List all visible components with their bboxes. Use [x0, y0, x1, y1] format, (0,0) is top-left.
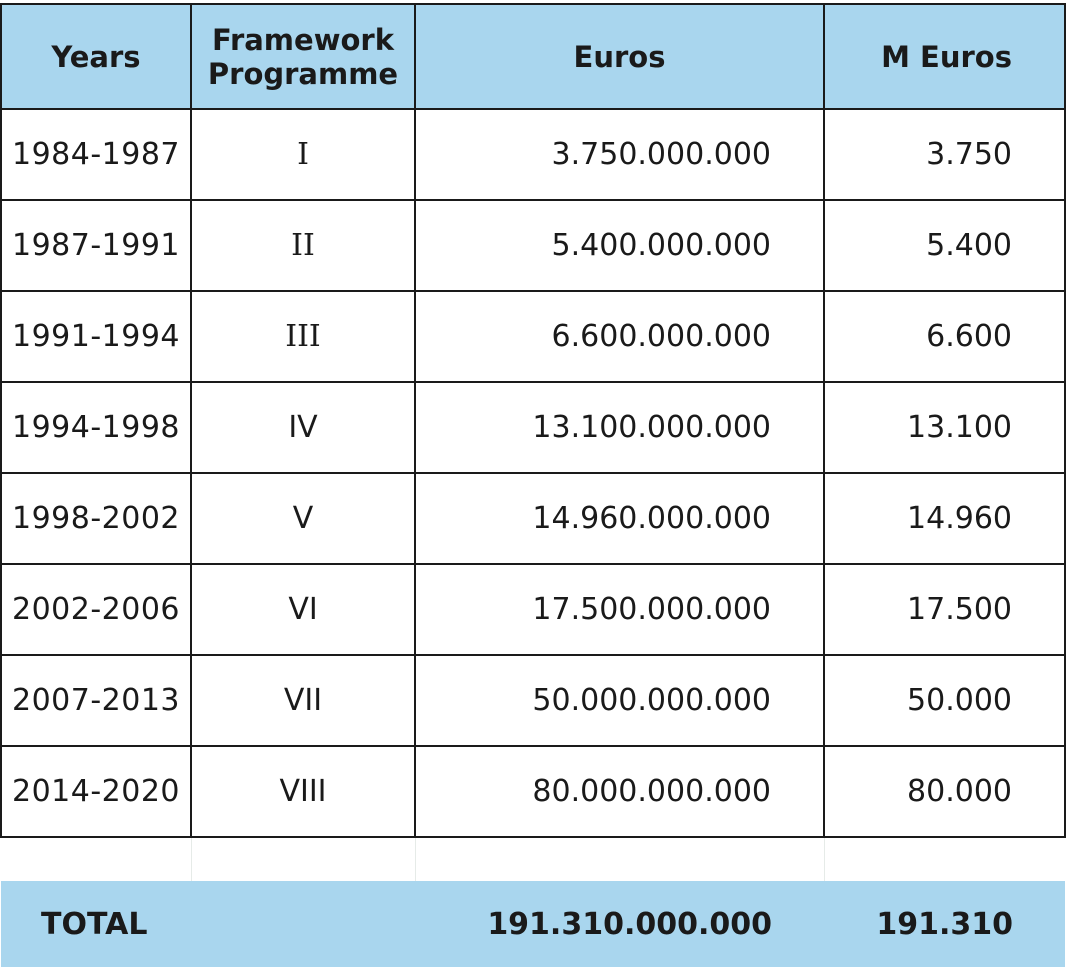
cell-m-euros: 14.960	[823, 472, 1066, 565]
total-row: TOTAL 191.310.000.000 191.310	[1, 881, 1065, 967]
cell-programme: VIII	[190, 745, 416, 838]
table-row: 1994-1998 IV 13.100.000.000 13.100	[0, 381, 1066, 474]
cell-years: 2002-2006	[0, 563, 192, 656]
cell-m-euros: 80.000	[823, 745, 1066, 838]
cell-m-euros: 17.500	[823, 563, 1066, 656]
header-years: Years	[0, 3, 192, 110]
empty-cell	[414, 836, 825, 881]
header-m-euros: M Euros	[823, 3, 1066, 110]
table-row: 2014-2020 VIII 80.000.000.000 80.000	[0, 745, 1066, 838]
cell-years: 1984-1987	[0, 108, 192, 201]
header-framework-programme: Framework Programme	[190, 3, 416, 110]
cell-m-euros: 50.000	[823, 654, 1066, 747]
cell-programme: IV	[190, 381, 416, 474]
cell-programme: II	[190, 199, 416, 292]
framework-funding-table: Years Framework Programme Euros M Euros …	[0, 3, 1066, 967]
cell-euros: 13.100.000.000	[414, 381, 825, 474]
header-euros: Euros	[414, 3, 825, 110]
cell-years: 1987-1991	[0, 199, 192, 292]
table-row: 2002-2006 VI 17.500.000.000 17.500	[0, 563, 1066, 656]
empty-cell	[1, 836, 192, 881]
total-euros: 191.310.000.000	[415, 881, 824, 967]
cell-m-euros: 3.750	[823, 108, 1066, 201]
total-label: TOTAL	[1, 881, 191, 967]
cell-euros: 5.400.000.000	[414, 199, 825, 292]
header-framework-line2: Programme	[207, 56, 399, 91]
empty-cell	[190, 836, 416, 881]
cell-years: 1998-2002	[0, 472, 192, 565]
table-row: 1984-1987 I 3.750.000.000 3.750	[0, 108, 1066, 201]
cell-programme: VII	[190, 654, 416, 747]
cell-years: 1991-1994	[0, 290, 192, 383]
cell-euros: 80.000.000.000	[414, 745, 825, 838]
total-m-euros: 191.310	[824, 881, 1065, 967]
cell-years: 2014-2020	[0, 745, 192, 838]
empty-cell	[823, 836, 1065, 881]
cell-programme: V	[190, 472, 416, 565]
table-row: 1998-2002 V 14.960.000.000 14.960	[0, 472, 1066, 565]
cell-m-euros: 5.400	[823, 199, 1066, 292]
cell-programme: III	[190, 290, 416, 383]
cell-euros: 50.000.000.000	[414, 654, 825, 747]
cell-years: 2007-2013	[0, 654, 192, 747]
table-row: 1987-1991 II 5.400.000.000 5.400	[0, 199, 1066, 292]
header-framework-line1: Framework	[211, 22, 394, 57]
header-row: Years Framework Programme Euros M Euros	[0, 3, 1066, 110]
cell-programme: I	[190, 108, 416, 201]
cell-euros: 17.500.000.000	[414, 563, 825, 656]
cell-m-euros: 6.600	[823, 290, 1066, 383]
cell-programme: VI	[190, 563, 416, 656]
cell-euros: 3.750.000.000	[414, 108, 825, 201]
cell-euros: 6.600.000.000	[414, 290, 825, 383]
cell-years: 1994-1998	[0, 381, 192, 474]
table-row: 1991-1994 III 6.600.000.000 6.600	[0, 290, 1066, 383]
total-empty-cell	[191, 881, 415, 967]
cell-m-euros: 13.100	[823, 381, 1066, 474]
cell-euros: 14.960.000.000	[414, 472, 825, 565]
empty-spacer-row	[1, 836, 1065, 881]
table-row: 2007-2013 VII 50.000.000.000 50.000	[0, 654, 1066, 747]
